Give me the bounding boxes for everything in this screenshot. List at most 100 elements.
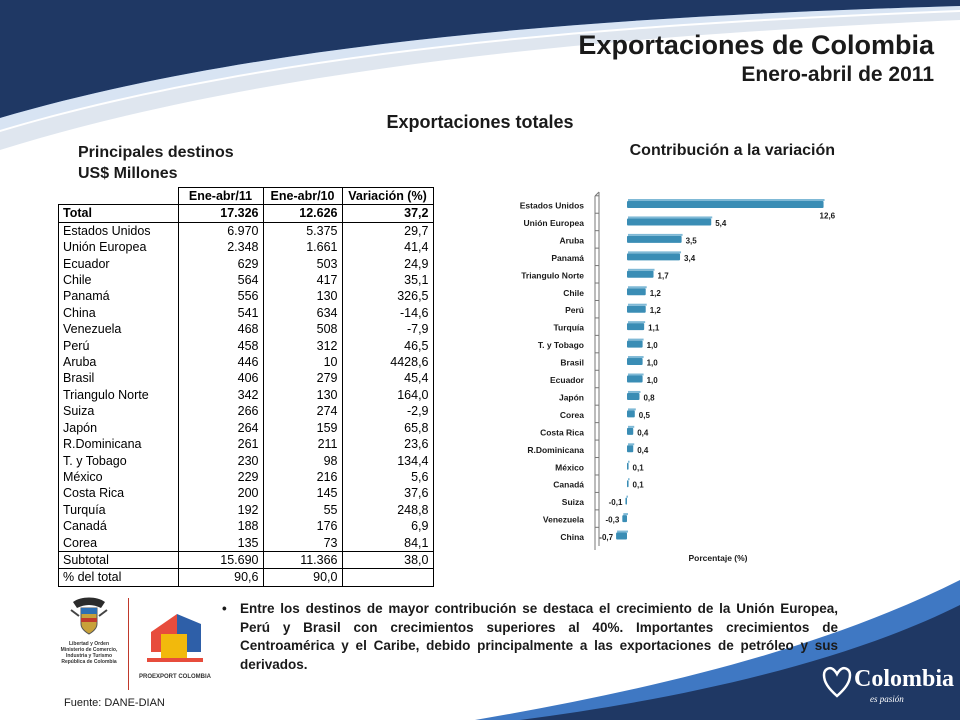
commentary-bullet: • Entre los destinos de mayor contribuci… — [222, 600, 838, 674]
bar-top-face — [628, 460, 630, 463]
value-cell: 508 — [262, 321, 343, 338]
value-cell: 145 — [262, 485, 343, 502]
data-label: -0,1 — [609, 498, 623, 507]
category-label: T. y Tobago — [538, 340, 584, 350]
bar — [627, 218, 712, 226]
destination-cell: Chile — [58, 272, 179, 289]
table-share-row: % del total 90,6 90,0 — [58, 568, 434, 587]
value-cell: 15.690 — [177, 550, 264, 570]
table-row: Corea 135 73 84,1 — [58, 534, 434, 552]
table-row: China 541 634 -14,6 — [58, 304, 434, 322]
bar-top-face — [628, 268, 655, 271]
colombia-wordmark: Colombia — [854, 666, 955, 692]
value-cell: 84,1 — [341, 534, 434, 552]
value-cell: 90,6 — [177, 568, 264, 587]
value-cell: 279 — [262, 370, 343, 387]
category-label: Venezuela — [543, 515, 584, 525]
table-total-row: Total 17.326 12.626 37,2 — [58, 204, 434, 223]
value-cell: 5,6 — [341, 468, 434, 486]
value-cell: 261 — [177, 436, 264, 453]
slide-period: Enero-abril de 2011 — [741, 63, 934, 86]
table-row: Canadá 188 176 6,9 — [58, 518, 434, 535]
value-cell: 229 — [177, 468, 264, 486]
table-heading-title: Principales destinos — [78, 144, 234, 161]
destination-cell: Costa Rica — [58, 485, 179, 502]
value-cell: 98 — [262, 452, 343, 469]
bar-top-face — [628, 338, 644, 341]
value-cell: 164,0 — [341, 386, 434, 404]
destination-cell: Canadá — [58, 518, 179, 535]
x-axis-label: Porcentaje (%) — [688, 553, 747, 563]
mincit-caption-3: Industria y Turismo — [65, 653, 113, 659]
category-label: Estados Unidos — [520, 201, 585, 211]
bar — [627, 445, 634, 453]
column-header: Ene-abr/11 — [177, 186, 264, 206]
value-cell: 634 — [262, 304, 343, 322]
category-label: Brasil — [560, 358, 584, 368]
bar-top-face — [628, 251, 682, 254]
value-cell: 1.661 — [262, 239, 343, 256]
data-label: 1,2 — [650, 289, 662, 298]
bar — [627, 340, 643, 348]
table-row: Triangulo Norte 342 130 164,0 — [58, 386, 434, 404]
value-cell: 41,4 — [341, 239, 434, 256]
bar — [627, 201, 824, 208]
destination-cell: Estados Unidos — [58, 222, 179, 240]
value-cell: 248,8 — [341, 501, 434, 519]
table-row: Venezuela 468 508 -7,9 — [58, 321, 434, 338]
destination-cell: R.Dominicana — [58, 436, 179, 453]
bar-top-face — [628, 286, 647, 289]
table-row: Aruba 446 10 4428,6 — [58, 354, 434, 371]
bar-top-face — [628, 443, 635, 446]
table-row: Suiza 266 274 -2,9 — [58, 403, 434, 420]
mincit-caption-2: Ministerio de Comercio, — [60, 647, 118, 653]
bar — [627, 375, 643, 383]
value-cell: 46,5 — [341, 337, 434, 355]
bar-top-face — [628, 233, 683, 236]
category-label: Chile — [563, 288, 584, 298]
value-cell — [341, 568, 434, 587]
data-label: 1,7 — [658, 271, 670, 280]
value-cell: 45,4 — [341, 370, 434, 387]
value-cell: 159 — [262, 419, 343, 437]
bar-top-face — [628, 478, 630, 481]
category-label: Japón — [559, 392, 584, 402]
bar — [627, 462, 629, 470]
value-cell: 176 — [262, 518, 343, 535]
value-cell: 37,6 — [341, 485, 434, 502]
bar — [627, 323, 645, 331]
value-cell: 503 — [262, 255, 343, 273]
destination-cell: Japón — [58, 419, 179, 437]
table-row: Chile 564 417 35,1 — [58, 272, 434, 289]
data-label: 1,0 — [647, 359, 659, 368]
table-row: Perú 458 312 46,5 — [58, 337, 434, 355]
category-label: Canadá — [553, 480, 584, 490]
mincit-caption-4: República de Colombia — [61, 659, 117, 665]
value-cell: 24,9 — [341, 255, 434, 273]
value-cell: 406 — [177, 370, 264, 387]
bar — [627, 253, 681, 261]
bar — [625, 497, 627, 505]
logo-divider — [128, 598, 129, 690]
value-cell: 4428,6 — [341, 354, 434, 371]
data-label: 3,4 — [684, 254, 696, 263]
destination-cell: Triangulo Norte — [58, 386, 179, 404]
data-label: 5,4 — [715, 219, 727, 228]
value-cell: 5.375 — [262, 222, 343, 240]
value-cell: 274 — [262, 403, 343, 420]
value-cell: 38,0 — [341, 550, 434, 570]
table-row: R.Dominicana 261 211 23,6 — [58, 436, 434, 453]
value-cell: 130 — [262, 386, 343, 404]
category-label: Turquía — [553, 323, 584, 333]
value-cell: 556 — [177, 288, 264, 305]
category-label: Triangulo Norte — [521, 270, 584, 280]
table-header-row: Ene-abr/11 Ene-abr/10 Variación (%) — [58, 186, 434, 206]
value-cell: 35,1 — [341, 272, 434, 289]
mincit-logo: Libertad y Orden Ministerio de Comercio,… — [52, 596, 126, 665]
bar — [627, 392, 640, 400]
data-label: 0,8 — [643, 393, 655, 402]
value-cell: 130 — [262, 288, 343, 305]
data-label: 0,5 — [639, 411, 651, 420]
